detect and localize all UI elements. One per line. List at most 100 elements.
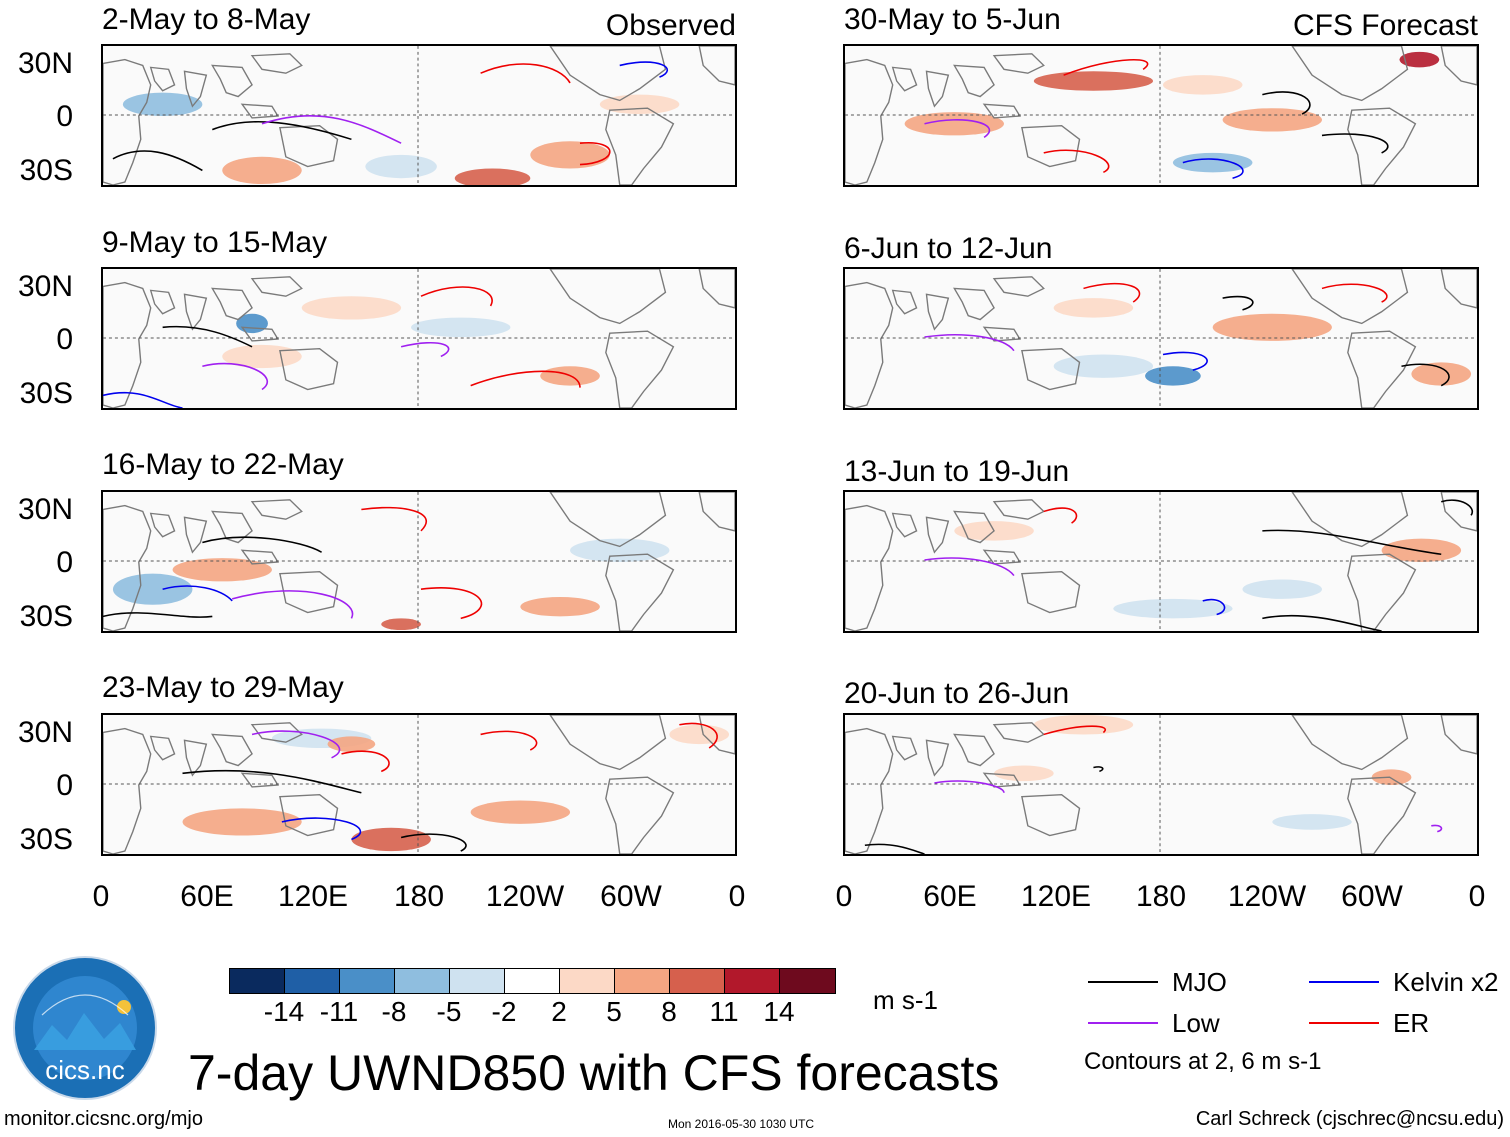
low-contour — [231, 590, 354, 619]
low-contour — [924, 119, 991, 139]
anomaly-shading — [1053, 298, 1134, 318]
anomaly-shading — [520, 596, 600, 617]
coastline — [240, 772, 280, 788]
coastline — [925, 70, 950, 108]
coastline — [549, 715, 667, 771]
anomaly-shading — [1242, 579, 1322, 599]
legend-low: Low — [1088, 1010, 1220, 1036]
coastline — [982, 103, 1022, 119]
er-contour — [679, 722, 718, 749]
lon-label: 120E — [1020, 880, 1092, 913]
coastline — [250, 53, 303, 74]
legend-mjo-label: MJO — [1172, 967, 1227, 997]
coastline — [183, 739, 208, 777]
lat-label-30s: 30S — [19, 823, 73, 856]
coastline — [605, 330, 675, 408]
contour-note: Contours at 2, 6 m s-1 — [1084, 1048, 1322, 1075]
coastline — [845, 727, 894, 854]
lon-label: 0 — [835, 880, 853, 913]
anomaly-shading — [1113, 598, 1233, 619]
anomaly-shading — [1033, 715, 1134, 735]
mjo-contour — [1321, 133, 1389, 154]
lon-label: 0 — [728, 880, 746, 913]
mjo-contour — [1440, 499, 1474, 516]
anomaly-shading — [904, 112, 1004, 136]
coastline — [925, 293, 950, 331]
coastline — [103, 58, 152, 185]
coastline — [698, 715, 735, 755]
mjo-contour — [1093, 766, 1104, 773]
coastline — [925, 739, 950, 777]
panel-title-fcst-3: 13-Jun to 19-Jun — [844, 455, 1070, 488]
mjo-contour — [1262, 529, 1442, 555]
coastline — [982, 549, 1022, 565]
lon-label: 120W — [1227, 880, 1307, 913]
coastline — [279, 571, 339, 614]
mjo-contour — [162, 325, 253, 348]
anomaly-shading — [1053, 354, 1154, 378]
coastline — [240, 549, 280, 565]
footer-author: Carl Schreck (cjschrec@ncsu.edu) — [1195, 1108, 1504, 1130]
legend-kelvin: Kelvin x2 — [1309, 969, 1499, 995]
coastline — [1021, 125, 1081, 168]
er-contour — [480, 730, 538, 751]
map-panel-obs-3 — [101, 490, 737, 633]
anomaly-shading — [994, 765, 1054, 782]
anomaly-shading — [1145, 366, 1201, 386]
anomaly-shading — [1381, 538, 1462, 562]
er-contour — [1063, 59, 1149, 76]
coastline — [211, 510, 253, 544]
er-contour — [341, 750, 390, 773]
kelvin-contour — [162, 585, 233, 602]
anomaly-shading — [327, 736, 376, 752]
coastline — [891, 512, 918, 538]
map-panel-fcst-3 — [843, 490, 1479, 633]
coastline — [605, 107, 675, 185]
coastline — [250, 722, 303, 743]
lat-label-30n: 30N — [17, 47, 73, 80]
coastline — [953, 64, 995, 98]
low-contour — [934, 780, 1005, 794]
coastline — [1021, 571, 1081, 614]
colorbar-tick: -5 — [436, 996, 462, 1027]
kelvin-contour — [281, 817, 361, 841]
colorbar-swatch — [670, 969, 725, 993]
colorbar-swatch — [725, 969, 780, 993]
lon-label: 0 — [92, 880, 110, 913]
lat-label-0: 0 — [56, 546, 73, 579]
low-contour — [261, 114, 402, 144]
lon-label: 180 — [1135, 880, 1187, 913]
map-panel-fcst-4 — [843, 713, 1479, 856]
coastline — [698, 492, 735, 532]
lon-label: 120W — [485, 880, 565, 913]
coastline — [605, 553, 675, 631]
anomaly-shading — [1371, 769, 1412, 785]
anomaly-shading — [351, 827, 431, 852]
kelvin-contour — [619, 61, 668, 78]
colorbar-tick: -2 — [491, 996, 517, 1027]
colorbar-tick: 11 — [709, 996, 739, 1027]
kelvin-line-swatch — [1309, 981, 1379, 983]
mjo-contour — [112, 150, 203, 172]
coastline — [183, 70, 208, 108]
lon-label: 60E — [923, 880, 977, 913]
kelvin-contour — [1162, 351, 1208, 371]
coastline — [992, 722, 1045, 743]
coastline — [279, 794, 339, 837]
coastline — [698, 46, 735, 86]
lat-label-30s: 30S — [19, 154, 73, 187]
anomaly-shading — [570, 538, 670, 562]
anomaly-shading — [1411, 362, 1472, 386]
lon-label: 0 — [1468, 880, 1486, 913]
anomaly-shading — [530, 141, 610, 169]
footer-url[interactable]: monitor.cicsnc.org/mjo — [4, 1108, 203, 1130]
coastline — [149, 735, 176, 761]
er-contour — [579, 142, 611, 166]
map-panel-obs-4 — [101, 713, 737, 856]
colorbar-swatch — [230, 969, 285, 993]
anomaly-shading — [1272, 814, 1352, 830]
coastline — [1347, 776, 1417, 854]
er-contour — [1321, 283, 1388, 303]
anomaly-shading — [1212, 313, 1332, 341]
map-panel-fcst-2 — [843, 267, 1479, 410]
